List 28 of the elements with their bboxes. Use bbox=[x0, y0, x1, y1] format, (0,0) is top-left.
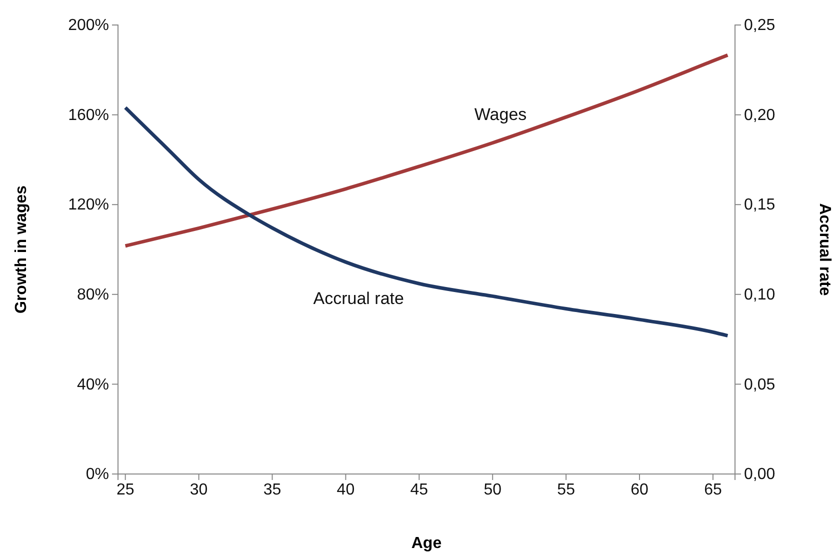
series-label: Accrual rate bbox=[313, 288, 404, 308]
y2-tick-label: 0,10 bbox=[744, 286, 776, 304]
x-tick-label: 45 bbox=[410, 481, 428, 498]
x-tick-label: 50 bbox=[484, 481, 502, 498]
x-tick-label: 55 bbox=[557, 481, 576, 498]
y2-tick-label: 0,25 bbox=[744, 17, 776, 34]
y-tick-label: 0% bbox=[86, 466, 109, 484]
x-tick-label: 60 bbox=[630, 481, 649, 498]
line-series bbox=[124, 106, 730, 338]
x-tick-label: 35 bbox=[263, 481, 282, 498]
y-tick-label: 120% bbox=[68, 196, 109, 214]
x-axis-title: Age bbox=[411, 535, 442, 552]
x-tick-label: 25 bbox=[116, 481, 134, 498]
series-label: Wages bbox=[474, 105, 527, 124]
y2-tick-label: 0,00 bbox=[744, 466, 776, 484]
y2-tick-label: 0,15 bbox=[744, 196, 776, 214]
x-tick-label: 65 bbox=[704, 481, 722, 498]
y-tick-label: 200% bbox=[68, 17, 109, 34]
y-axis-title: Growth in wages bbox=[13, 185, 30, 314]
y-tick-label: 40% bbox=[76, 376, 109, 394]
y2-axis-title: Accrual rate bbox=[816, 203, 833, 296]
y-tick-label: 80% bbox=[76, 286, 109, 304]
y-tick-label: 160% bbox=[68, 106, 109, 124]
y2-tick-label: 0,05 bbox=[744, 376, 776, 394]
y2-tick-label: 0,20 bbox=[744, 106, 776, 124]
x-tick-label: 30 bbox=[190, 481, 208, 498]
x-tick-label: 40 bbox=[336, 481, 355, 498]
line-series bbox=[124, 53, 730, 248]
